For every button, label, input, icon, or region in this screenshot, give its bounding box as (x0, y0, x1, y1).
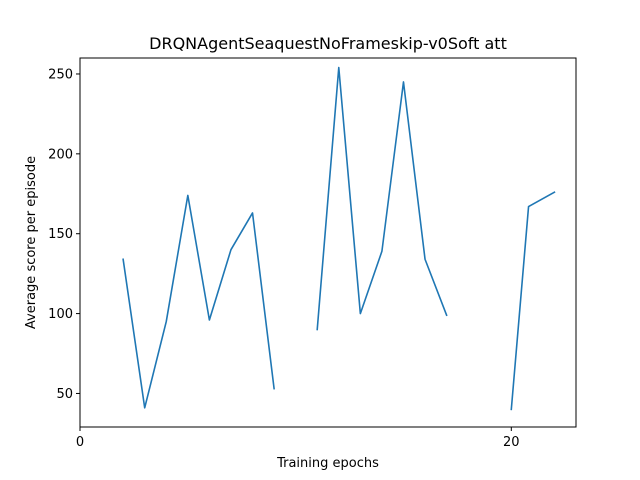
plot-frame (79, 57, 577, 428)
plot-lines (122, 66, 556, 411)
y-axis-ticks: 50 100 150 200 250 (48, 67, 80, 402)
y-axis-label: Average score per episode (24, 156, 39, 329)
y-tick-label: 150 (48, 227, 73, 242)
series-line-segment-2 (316, 66, 448, 331)
chart-title: DRQNAgentSeaquestNoFrameskip-v0Soft att (149, 34, 507, 53)
series-line-segment-1 (122, 194, 275, 409)
x-axis-ticks: 0 20 (76, 427, 520, 450)
y-tick-label: 200 (48, 147, 73, 162)
y-tick-label: 100 (48, 307, 73, 322)
series-line-segment-3 (510, 191, 556, 411)
x-tick-label: 20 (503, 435, 520, 450)
x-axis-label: Training epochs (276, 456, 379, 471)
y-tick-label: 250 (48, 67, 73, 82)
y-tick-label: 50 (56, 387, 73, 402)
x-tick-label: 0 (76, 435, 84, 450)
